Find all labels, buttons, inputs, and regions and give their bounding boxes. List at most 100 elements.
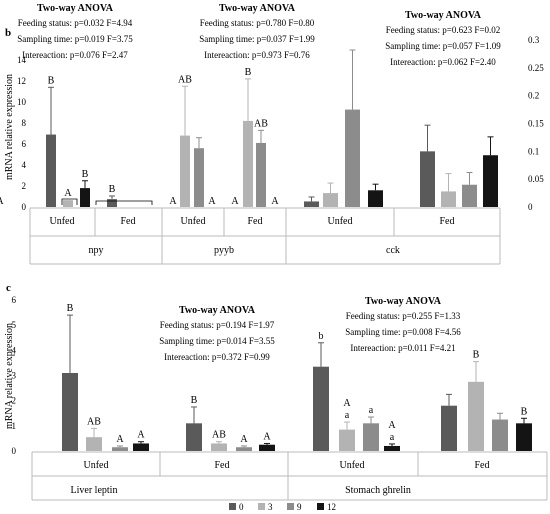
anova-title: Two-way ANOVA	[365, 296, 442, 307]
panel-c-significance-letter: a	[390, 432, 395, 443]
panel-b-bar	[180, 135, 190, 207]
panel-c-condition-label: Unfed	[84, 460, 109, 471]
anova-line: Sampling time: p=0.037 F=1.99	[199, 34, 315, 44]
panel-b-group-label: cck	[386, 245, 400, 256]
panel-c-tick-label: 3	[12, 371, 17, 381]
panel-c-tick-label: 1	[12, 421, 17, 431]
panel-c-significance-letter: b	[319, 331, 324, 342]
anova-title: Two-way ANOVA	[37, 3, 114, 14]
panel-b-significance-letter: AB	[254, 118, 268, 129]
panel-b-bar	[368, 190, 383, 207]
anova-title: Two-way ANOVA	[179, 305, 256, 316]
panel-b-left-tick-label: 6	[22, 139, 27, 149]
anova-line: Sampling time: p=0.014 F=3.55	[159, 336, 275, 346]
legend: 0 3 9 12	[229, 502, 336, 512]
panel-b-bars: BABBAAABAABABA	[0, 49, 498, 207]
panel-c-bar	[112, 447, 128, 451]
panel-b-condition-label: Fed	[248, 216, 263, 227]
panel-b-bar	[345, 109, 360, 207]
anova-line: Feeding status: p=0.194 F=1.97	[160, 320, 275, 330]
panel-c-bar	[236, 447, 252, 451]
panel-c-significance-letter: A	[137, 430, 145, 441]
panel-b-significance-letter: A	[231, 196, 239, 207]
panel-b-condition-label: Unfed	[181, 216, 206, 227]
panel-b-label: b	[5, 27, 11, 39]
panel-c-tick-label: 2	[12, 396, 17, 406]
panel-c-group-label: Stomach ghrelin	[345, 485, 411, 496]
panel-b-significance-letter: A	[64, 188, 72, 199]
panel-c-bar	[62, 372, 78, 451]
panel-c-significance-letter: AB	[87, 416, 101, 427]
panel-c-bar	[441, 405, 457, 451]
anova-line: Sampling time: p=0.008 F=4.56	[345, 327, 461, 337]
legend-label: 12	[327, 502, 336, 512]
panel-b-bar	[304, 201, 319, 207]
panel-b-left-tick-label: 14	[17, 55, 27, 65]
panel-b-bar	[323, 193, 338, 207]
panel-c-bar	[516, 423, 532, 451]
panel-c-significance-letter: A	[116, 434, 124, 445]
panel-b-significance-letter: A	[208, 196, 216, 207]
anova-line: Intereaction: p=0.062 F=2.40	[390, 57, 496, 67]
panel-c-bar	[259, 444, 275, 451]
panel-b-left-tick-label: 4	[22, 160, 27, 170]
panel-b-significance-letter: B	[245, 67, 252, 78]
legend-label: 0	[239, 502, 244, 512]
panel-b-bar	[441, 191, 456, 207]
panel-b-significance-letter: A	[169, 196, 177, 207]
panel-b-ylabel: mRNA relative expression	[4, 74, 15, 180]
panel-c-ylabel: mRNA relative expression	[4, 323, 15, 429]
panel-b-bar	[107, 199, 117, 207]
panel-b-bar	[462, 184, 477, 207]
legend-swatch	[229, 503, 236, 510]
panel-b-group-label: pyyb	[214, 245, 234, 256]
anova-line: Intereaction: p=0.973 F=0.76	[204, 50, 310, 60]
panel-c-significance-letter: a	[369, 405, 374, 416]
npy-fed-bracket	[95, 200, 153, 205]
panel-b-significance-letter: A	[271, 196, 279, 207]
panel-b-right-tick-label: 0.25	[528, 63, 544, 73]
category-labels: Unfed Fed Unfed Fed Unfed Fed npy pyyb cck Unfed F…	[50, 216, 490, 496]
panel-b-bar	[63, 200, 73, 207]
panel-c-condition-label: Unfed	[340, 460, 365, 471]
panel-b-left-axis-ticks: 0 2 4 6 8 10 12 14	[17, 55, 27, 212]
panel-b-significance-letter: B	[109, 184, 116, 195]
panel-c-bar	[133, 443, 149, 451]
panel-c-condition-label: Fed	[475, 460, 490, 471]
panel-c-bar	[384, 445, 400, 451]
panel-c-bar	[339, 429, 355, 451]
legend-label: 9	[297, 502, 302, 512]
panel-c-significance-letter: B	[473, 350, 480, 361]
panel-c-significance-letter: a	[345, 410, 350, 421]
panel-c-bar	[86, 437, 102, 451]
panel-c-significance-letter: B	[67, 303, 74, 314]
panel-c-label: c	[6, 282, 11, 294]
panel-b-bar	[256, 142, 266, 207]
panel-c-tick-label: 0	[12, 446, 17, 456]
panel-b-right-tick-label: 0	[528, 202, 533, 212]
panel-c-tick-label: 4	[12, 345, 17, 355]
panel-b-condition-label: Fed	[121, 216, 136, 227]
panel-b-condition-label: Fed	[440, 216, 455, 227]
panel-b-right-tick-label: 0.1	[528, 146, 539, 156]
anova-line: Intereaction: p=0.011 F=4.21	[350, 343, 455, 353]
anova-line: Intereaction: p=0.372 F=0.99	[164, 352, 270, 362]
panel-c-bar	[211, 443, 227, 451]
panel-b-right-axis-ticks: 0 0.05 0.1 0.15 0.2 0.25 0.3	[528, 35, 544, 212]
panel-b-significance-letter: B	[48, 75, 55, 86]
anova-line: Sampling time: p=0.019 F=3.75	[17, 34, 133, 44]
panel-c-axis-ticks: 0 1 2 3 4 5 6	[12, 295, 17, 456]
panel-b-right-tick-label: 0.15	[528, 119, 544, 129]
panel-b-right-tick-label: 0.3	[528, 35, 540, 45]
panel-c-bar	[363, 423, 379, 451]
panel-b-left-tick-label: 2	[22, 181, 27, 191]
panel-b: b mRNA relative expression 0 2 4 6 8 10 12 14 0…	[0, 27, 544, 265]
panel-b-bar	[194, 148, 204, 207]
legend-label: 3	[268, 502, 273, 512]
anova-line: Feeding status: p=0.623 F=0.02	[386, 25, 500, 35]
anova-line: Feeding status: p=0.780 F=0.80	[200, 18, 315, 28]
panel-c-significance-letter: B	[191, 395, 198, 406]
panel-c-significance-letter-upper: A	[388, 420, 396, 431]
